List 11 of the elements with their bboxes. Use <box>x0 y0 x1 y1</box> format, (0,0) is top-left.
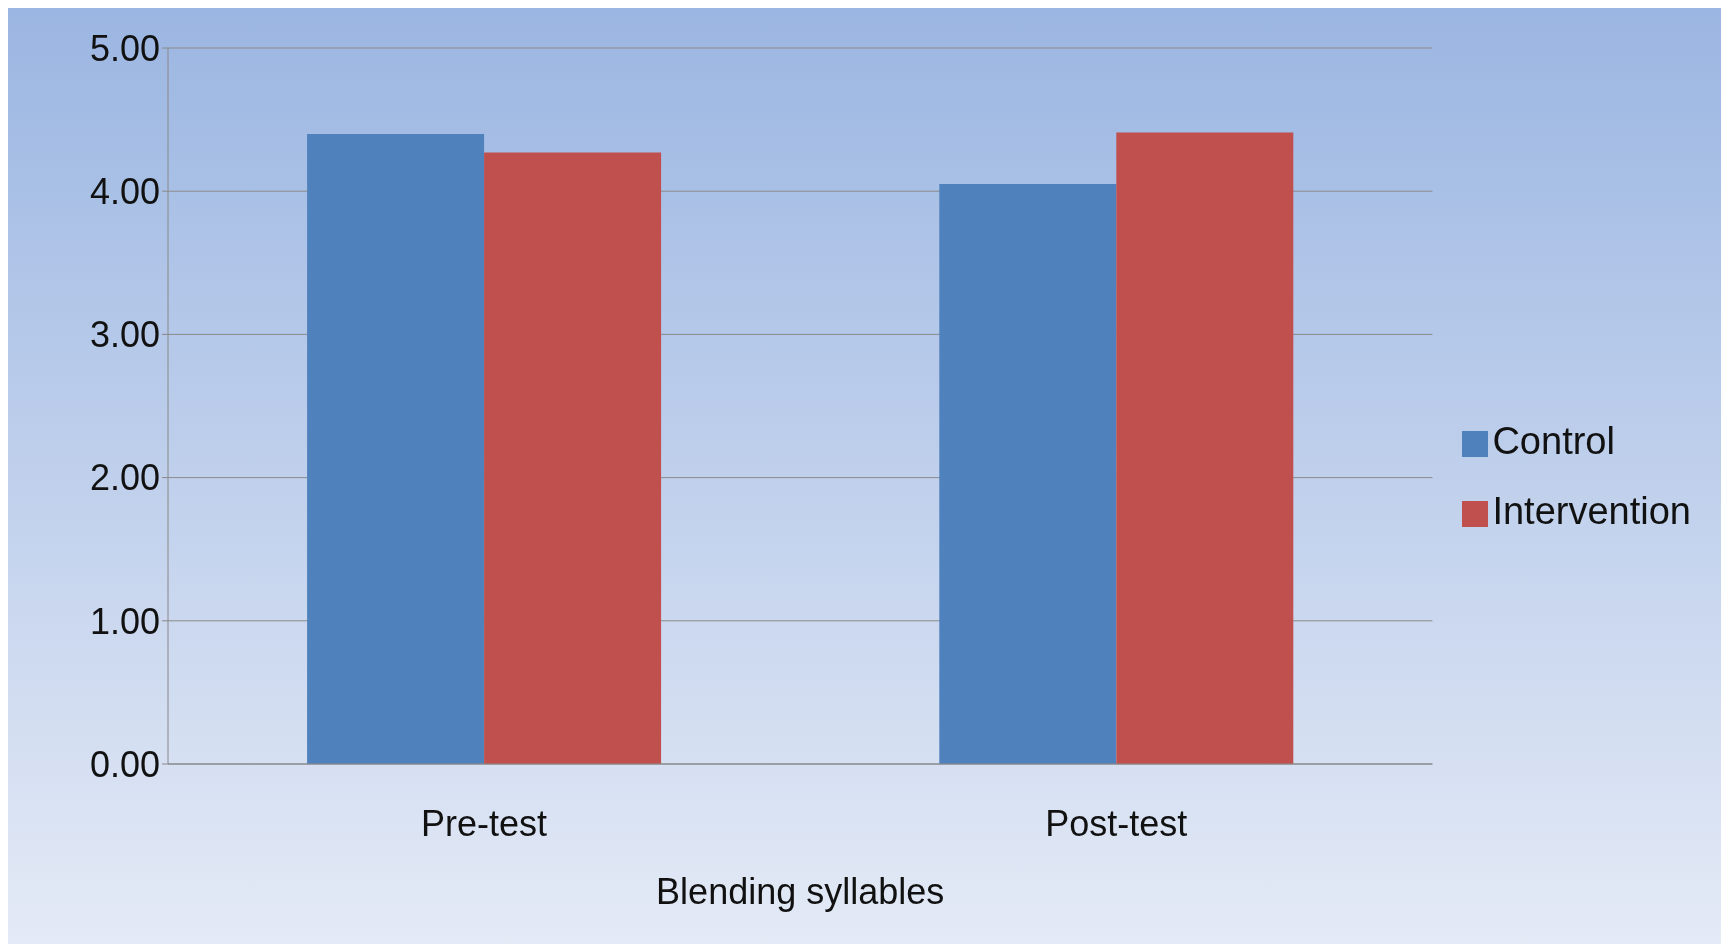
y-tick-label: 2.00 <box>89 457 160 499</box>
y-tick-label: 4.00 <box>89 170 160 212</box>
legend-label: Control <box>1492 420 1615 462</box>
x-axis-title: Blending syllables <box>656 871 945 912</box>
legend-label: Intervention <box>1492 490 1691 532</box>
y-tick-label: 3.00 <box>89 314 160 356</box>
y-tick-label: 5.00 <box>89 27 160 69</box>
x-tick-label: Pre-test <box>421 802 548 844</box>
x-tick-label: Post-test <box>1045 802 1188 844</box>
y-tick-label: 0.00 <box>89 743 160 785</box>
y-tick-label: 1.00 <box>89 600 160 642</box>
